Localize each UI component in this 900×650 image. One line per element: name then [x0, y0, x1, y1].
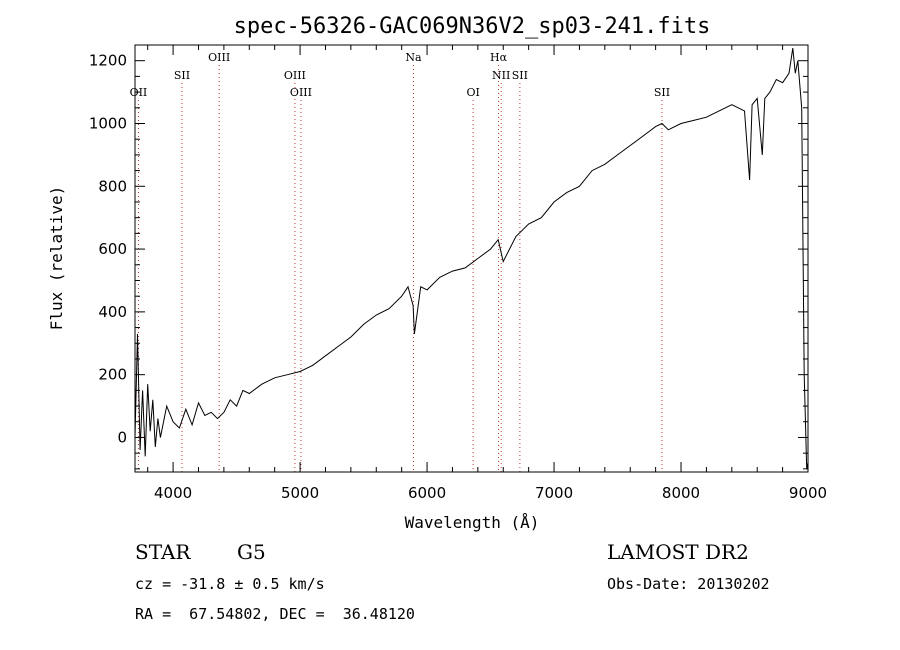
x-tick-label: 6000: [408, 484, 446, 502]
spectrum-line: [134, 48, 809, 470]
object-type: STAR: [135, 540, 191, 564]
object-subclass: G5: [237, 540, 266, 564]
x-tick-label: 5000: [281, 484, 319, 502]
coordinates-text: RA = 67.54802, DEC = 36.48120: [135, 605, 415, 623]
y-axis-label: Flux (relative): [47, 186, 66, 331]
x-tick-label: 4000: [154, 484, 192, 502]
y-tick-label: 600: [98, 240, 127, 258]
emission-line-label: SII: [654, 86, 670, 99]
y-tick-label: 400: [98, 303, 127, 321]
y-tick-label: 800: [98, 177, 127, 195]
axes: 4000 5000 6000 7000 8000 9000 0 200 400 600 800 100…: [89, 44, 827, 502]
y-tick-label: 200: [98, 366, 127, 384]
x-tick-label: 8000: [662, 484, 700, 502]
obs-date: Obs-Date: 20130202: [607, 575, 770, 593]
emission-line-label: NII: [492, 69, 510, 82]
y-tick-label: 1000: [89, 114, 127, 132]
x-axis-label: Wavelength (Å): [405, 513, 540, 532]
emission-line-label: Na: [405, 51, 422, 64]
x-tick-label: 7000: [535, 484, 573, 502]
y-tick-label: 1200: [89, 52, 127, 70]
emission-line-label: OI: [466, 86, 479, 99]
emission-line-label: OIII: [208, 51, 230, 64]
chart-title: spec-56326-GAC069N36V2_sp03-241.fits: [234, 14, 711, 39]
emission-line-label: SII: [512, 69, 528, 82]
survey-name: LAMOST DR2: [607, 540, 749, 564]
emission-line-label: OIII: [284, 69, 306, 82]
redshift-text: cz = -31.8 ± 0.5 km/s: [135, 575, 325, 593]
emission-line-label: OIII: [290, 86, 312, 99]
emission-line-label: SII: [174, 69, 190, 82]
plot-frame: [134, 44, 809, 473]
emission-line-label: Hα: [490, 51, 508, 64]
y-tick-label: 0: [117, 428, 127, 446]
x-tick-label: 9000: [789, 484, 827, 502]
